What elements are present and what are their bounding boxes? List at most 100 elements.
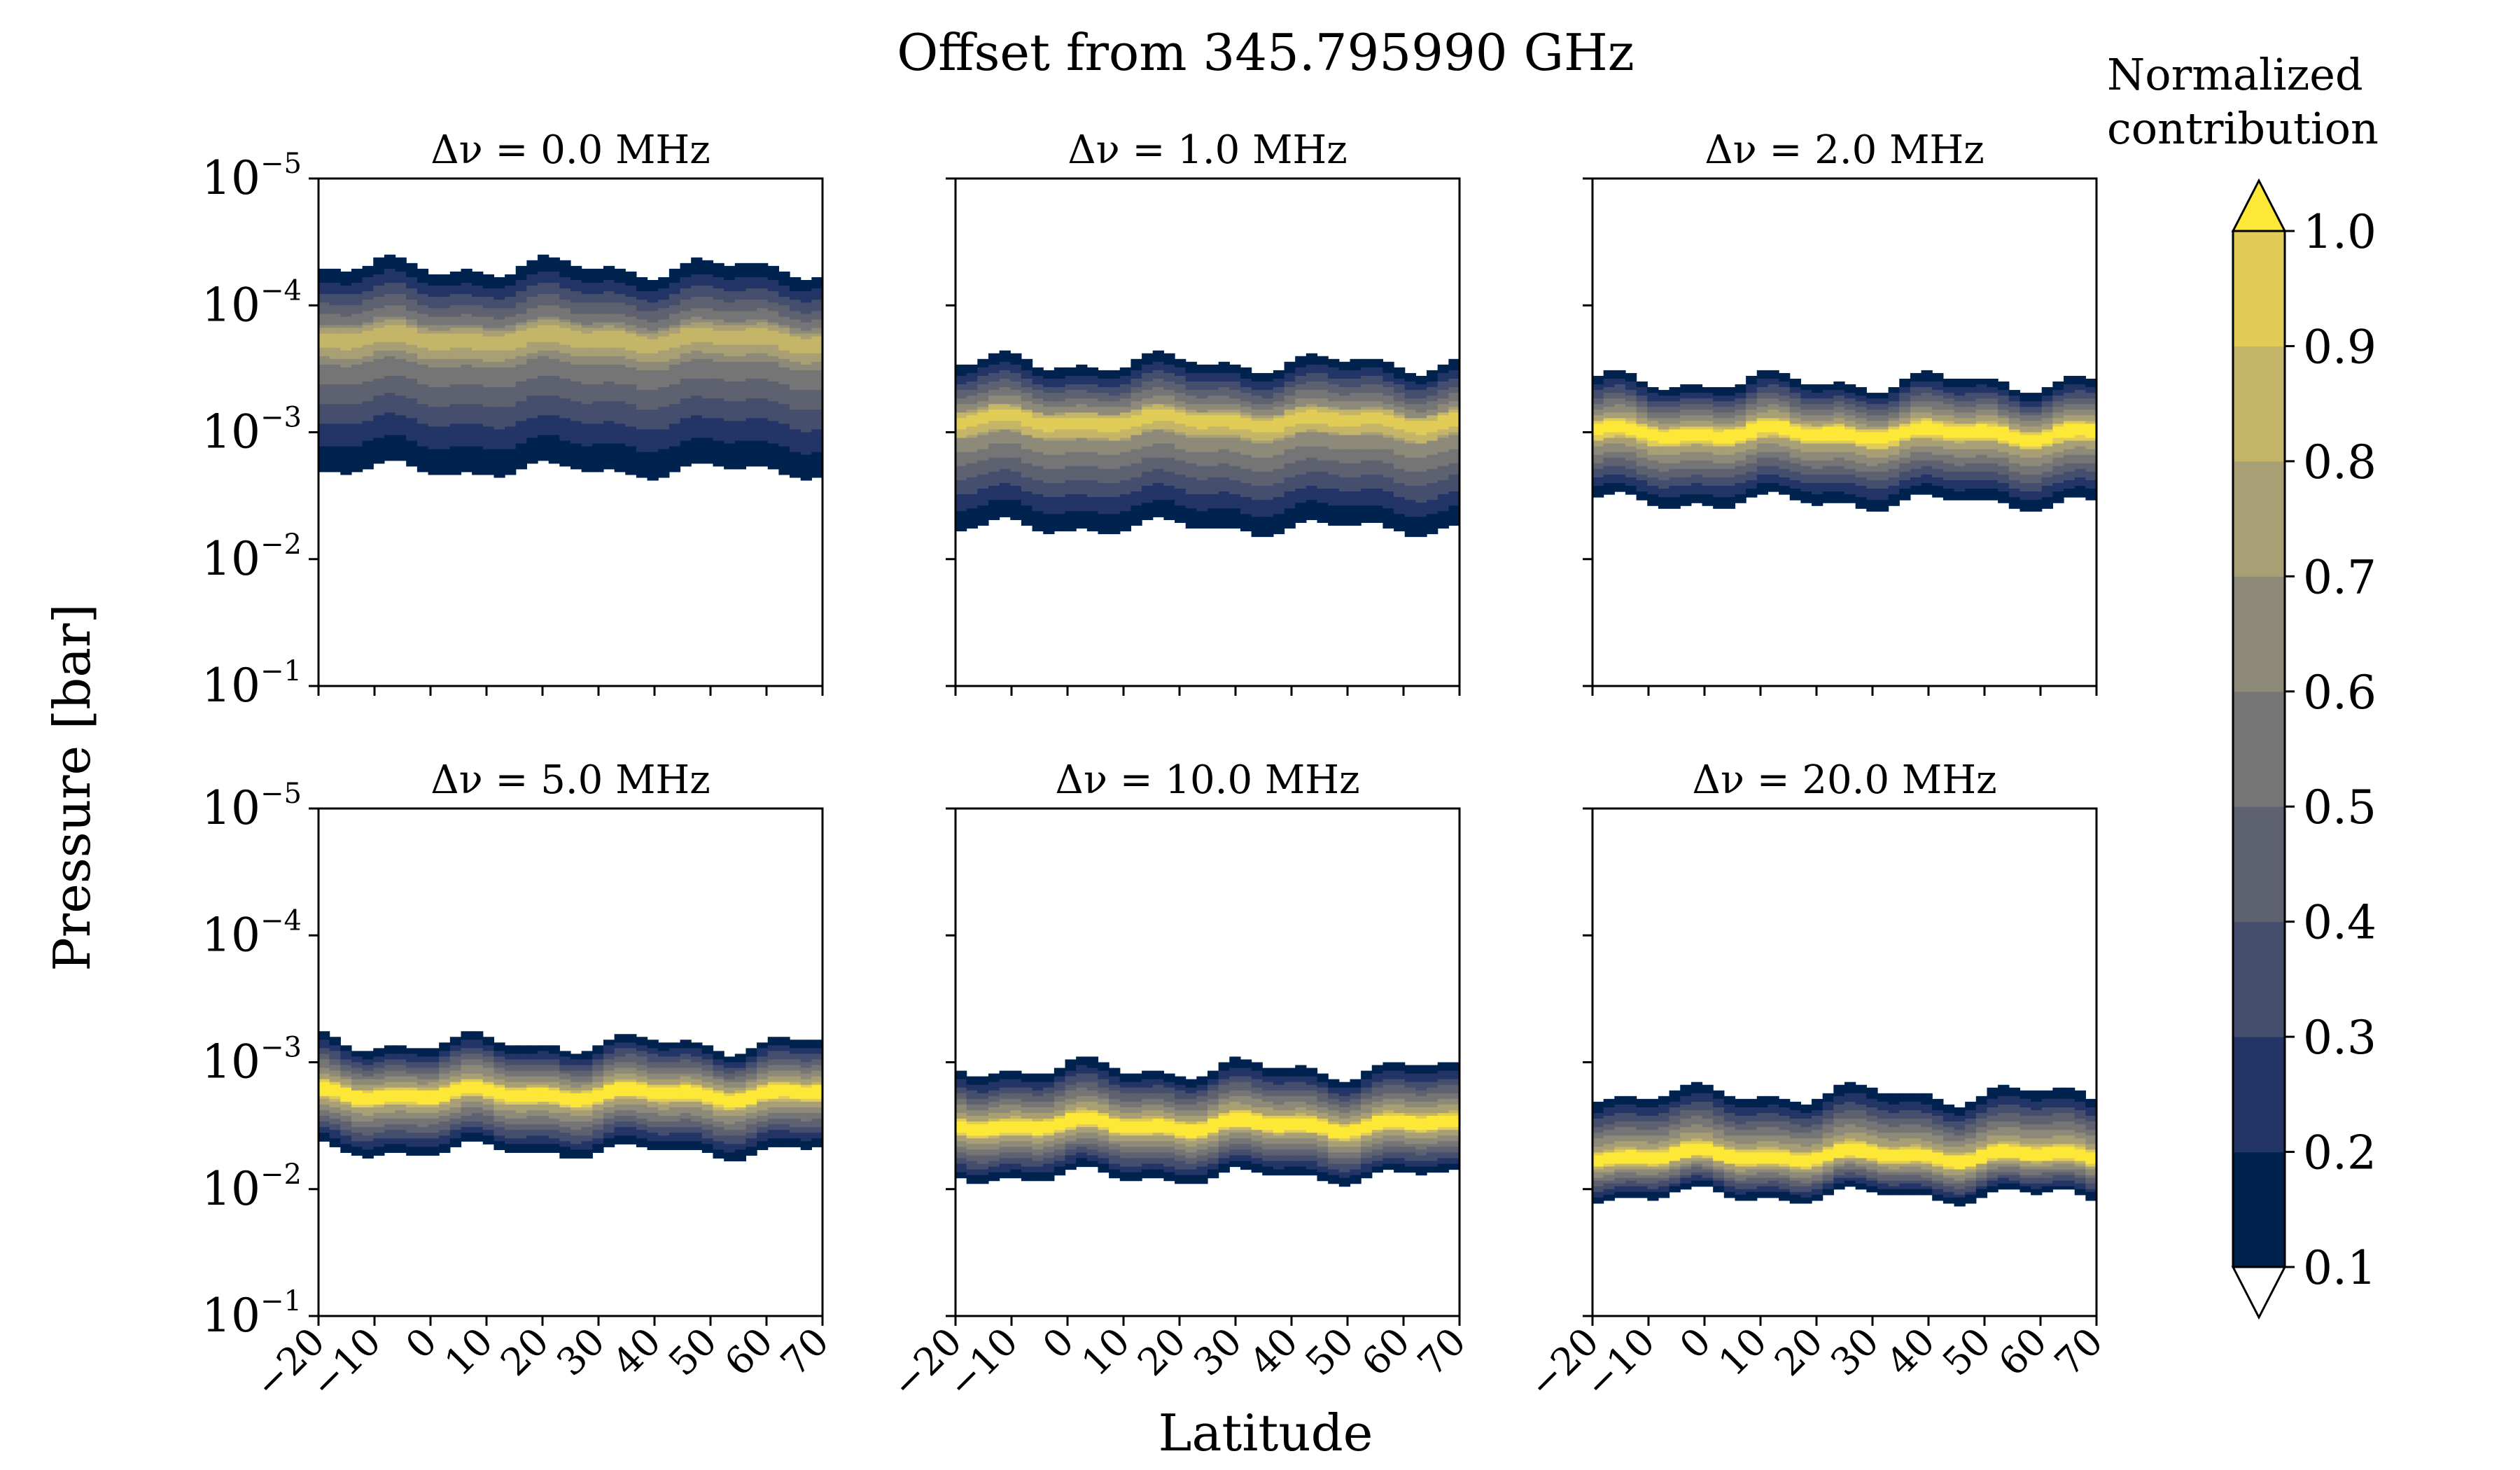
contour-cell	[493, 440, 505, 444]
contour-cell	[449, 333, 462, 337]
contour-cell	[318, 396, 330, 399]
contour-cell	[449, 375, 462, 379]
contour-cell	[1240, 401, 1252, 405]
contour-cell	[515, 401, 527, 405]
contour-cell	[318, 435, 330, 439]
contour-cell	[1109, 522, 1121, 526]
contour-cell	[701, 454, 714, 458]
contour-cell	[767, 358, 779, 363]
contour-cell	[1163, 390, 1175, 393]
contour-cell	[1076, 410, 1088, 413]
contour-cell	[505, 350, 517, 354]
contour-cell	[505, 435, 517, 439]
contour-cell	[505, 372, 517, 377]
contour-cell	[625, 308, 637, 312]
contour-cell	[449, 378, 462, 382]
contour-cell	[603, 356, 615, 360]
contour-cell	[472, 336, 484, 340]
contour-cell	[1130, 404, 1142, 407]
contour-cell	[636, 384, 648, 388]
contour-cell	[724, 378, 736, 382]
contour-cell	[790, 463, 802, 467]
contour-cell	[647, 421, 659, 425]
contour-cell	[318, 271, 330, 275]
contour-cell	[340, 356, 352, 360]
contour-cell	[778, 412, 790, 416]
contour-cell	[658, 415, 670, 419]
contour-cell	[1229, 483, 1241, 486]
contour-cell	[1218, 508, 1230, 512]
contour-cell	[384, 370, 396, 374]
contour-cell	[482, 297, 495, 300]
contour-cell	[461, 454, 472, 458]
contour-cell	[724, 316, 736, 320]
contour-cell	[668, 294, 681, 298]
contour-cell	[416, 276, 429, 281]
contour-cell	[548, 297, 560, 300]
contour-cell	[570, 276, 582, 281]
contour-cell	[515, 358, 527, 363]
contour-cell	[701, 438, 714, 442]
contour-cell	[1152, 479, 1164, 484]
contour-cell	[1032, 382, 1044, 385]
contour-cell	[384, 393, 396, 396]
contour-cell	[1251, 503, 1263, 506]
contour-cell	[395, 418, 407, 421]
contour-cell	[603, 294, 615, 298]
contour-cell	[428, 471, 440, 475]
contour-cell	[713, 364, 724, 368]
contour-cell	[1163, 435, 1175, 439]
contour-cell	[538, 401, 550, 405]
contour-cell	[351, 407, 363, 410]
contour-cell	[592, 319, 604, 323]
contour-cell	[362, 274, 374, 278]
contour-cell	[767, 449, 779, 453]
contour-cell	[658, 283, 670, 286]
contour-cell	[734, 457, 747, 461]
contour-cell	[746, 367, 757, 371]
contour-cell	[592, 333, 604, 337]
contour-cell	[977, 375, 989, 379]
contour-cell	[1076, 424, 1088, 428]
contour-cell	[318, 468, 330, 472]
contour-cell	[373, 291, 385, 295]
contour-cell	[1196, 486, 1208, 489]
contour-cell	[767, 347, 779, 351]
contour-cell	[581, 421, 593, 425]
contour-cell	[734, 336, 747, 340]
contour-cell	[988, 479, 1000, 484]
contour-cell	[966, 415, 978, 419]
contour-cell	[581, 415, 593, 419]
contour-cell	[395, 424, 407, 428]
contour-cell	[1251, 508, 1263, 512]
contour-cell	[406, 370, 418, 374]
contour-cell	[977, 370, 989, 374]
contour-cell	[1119, 500, 1132, 503]
contour-cell	[1175, 390, 1186, 393]
contour-cell	[570, 297, 582, 300]
contour-cell	[658, 297, 670, 300]
contour-cell	[1043, 465, 1055, 470]
contour-cell	[811, 398, 822, 402]
contour-cell	[592, 280, 604, 284]
contour-cell	[1010, 358, 1022, 363]
contour-cell	[461, 412, 472, 416]
contour-cell	[1218, 474, 1230, 478]
contour-cell	[636, 451, 648, 456]
contour-cell	[1021, 463, 1033, 467]
contour-cell	[1208, 451, 1219, 456]
contour-cell	[351, 424, 363, 428]
contour-cell	[811, 333, 822, 337]
contour-cell	[734, 347, 747, 351]
contour-cell	[340, 432, 352, 436]
contour-cell	[1130, 477, 1142, 481]
contour-cell	[570, 356, 582, 360]
contour-cell	[977, 477, 989, 481]
contour-cell	[472, 302, 484, 306]
contour-cell	[767, 294, 779, 298]
contour-cell	[1152, 503, 1164, 506]
contour-cell	[746, 311, 757, 314]
contour-cell	[625, 384, 637, 388]
contour-cell	[373, 316, 385, 320]
contour-cell	[999, 372, 1011, 377]
